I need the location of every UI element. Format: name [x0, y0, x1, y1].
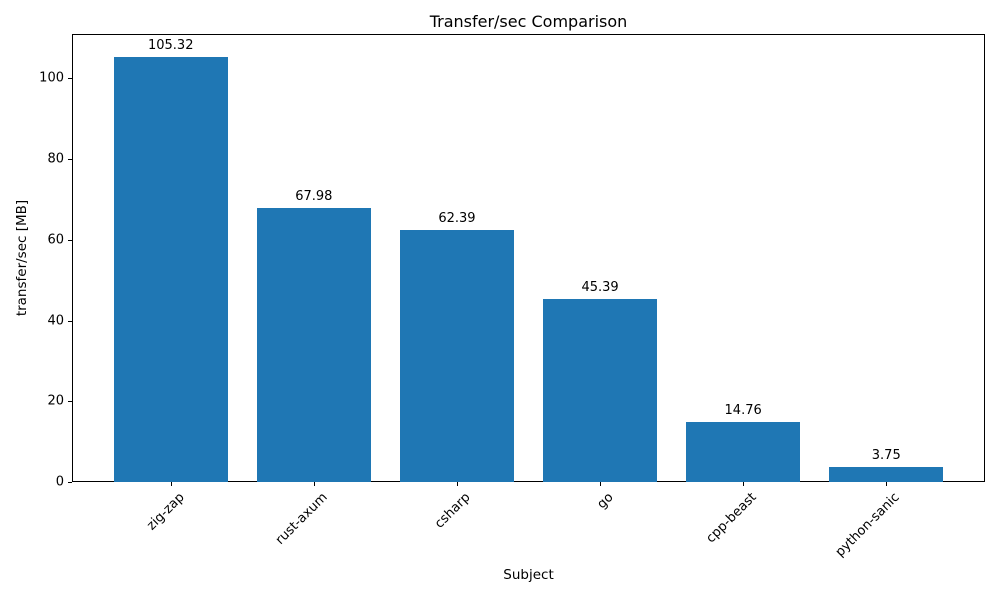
- bar-zig-zap: [113, 56, 228, 482]
- x-tick-mark: [743, 482, 745, 486]
- y-tick-mark: [68, 401, 72, 403]
- bar-python-sanic: [829, 466, 944, 482]
- bar-value-label: 67.98: [295, 188, 333, 204]
- y-axis-label: transfer/sec [MB]: [14, 199, 30, 317]
- x-tick-label: cpp-beast: [703, 490, 760, 547]
- y-tick-label: 20: [47, 393, 64, 409]
- x-tick-mark: [313, 482, 315, 486]
- y-tick-label: 40: [47, 313, 64, 329]
- y-tick-label: 100: [39, 70, 64, 86]
- bar-value-label: 62.39: [438, 211, 476, 227]
- bar-value-label: 45.39: [581, 279, 619, 295]
- x-tick-label: rust-axum: [272, 490, 331, 548]
- x-tick-label: zig-zap: [143, 490, 188, 534]
- y-tick-mark: [68, 239, 72, 241]
- x-tick-label: csharp: [432, 490, 474, 532]
- y-tick-label: 80: [47, 151, 64, 167]
- x-tick-mark: [170, 482, 172, 486]
- y-tick-label: 60: [47, 232, 64, 248]
- y-tick-mark: [68, 78, 72, 80]
- x-axis-label: Subject: [503, 567, 554, 583]
- x-tick-mark: [456, 482, 458, 486]
- bar-value-label: 14.76: [724, 403, 762, 419]
- bar-cpp-beast: [685, 422, 801, 482]
- chart-title: Transfer/sec Comparison: [429, 12, 628, 31]
- bar-go: [542, 298, 658, 482]
- bar-value-label: 3.75: [871, 447, 901, 463]
- y-tick-mark: [68, 482, 72, 483]
- y-tick-label: 0: [55, 474, 64, 490]
- bar-value-label: 105.32: [147, 37, 194, 53]
- y-tick-mark: [68, 159, 72, 161]
- x-tick-mark: [600, 482, 602, 486]
- bar-csharp: [399, 230, 515, 482]
- x-tick-label: python-sanic: [832, 490, 903, 560]
- x-tick-label: go: [594, 490, 617, 513]
- bar-rust-axum: [256, 207, 372, 482]
- y-tick-mark: [68, 320, 72, 322]
- x-tick-mark: [886, 482, 888, 486]
